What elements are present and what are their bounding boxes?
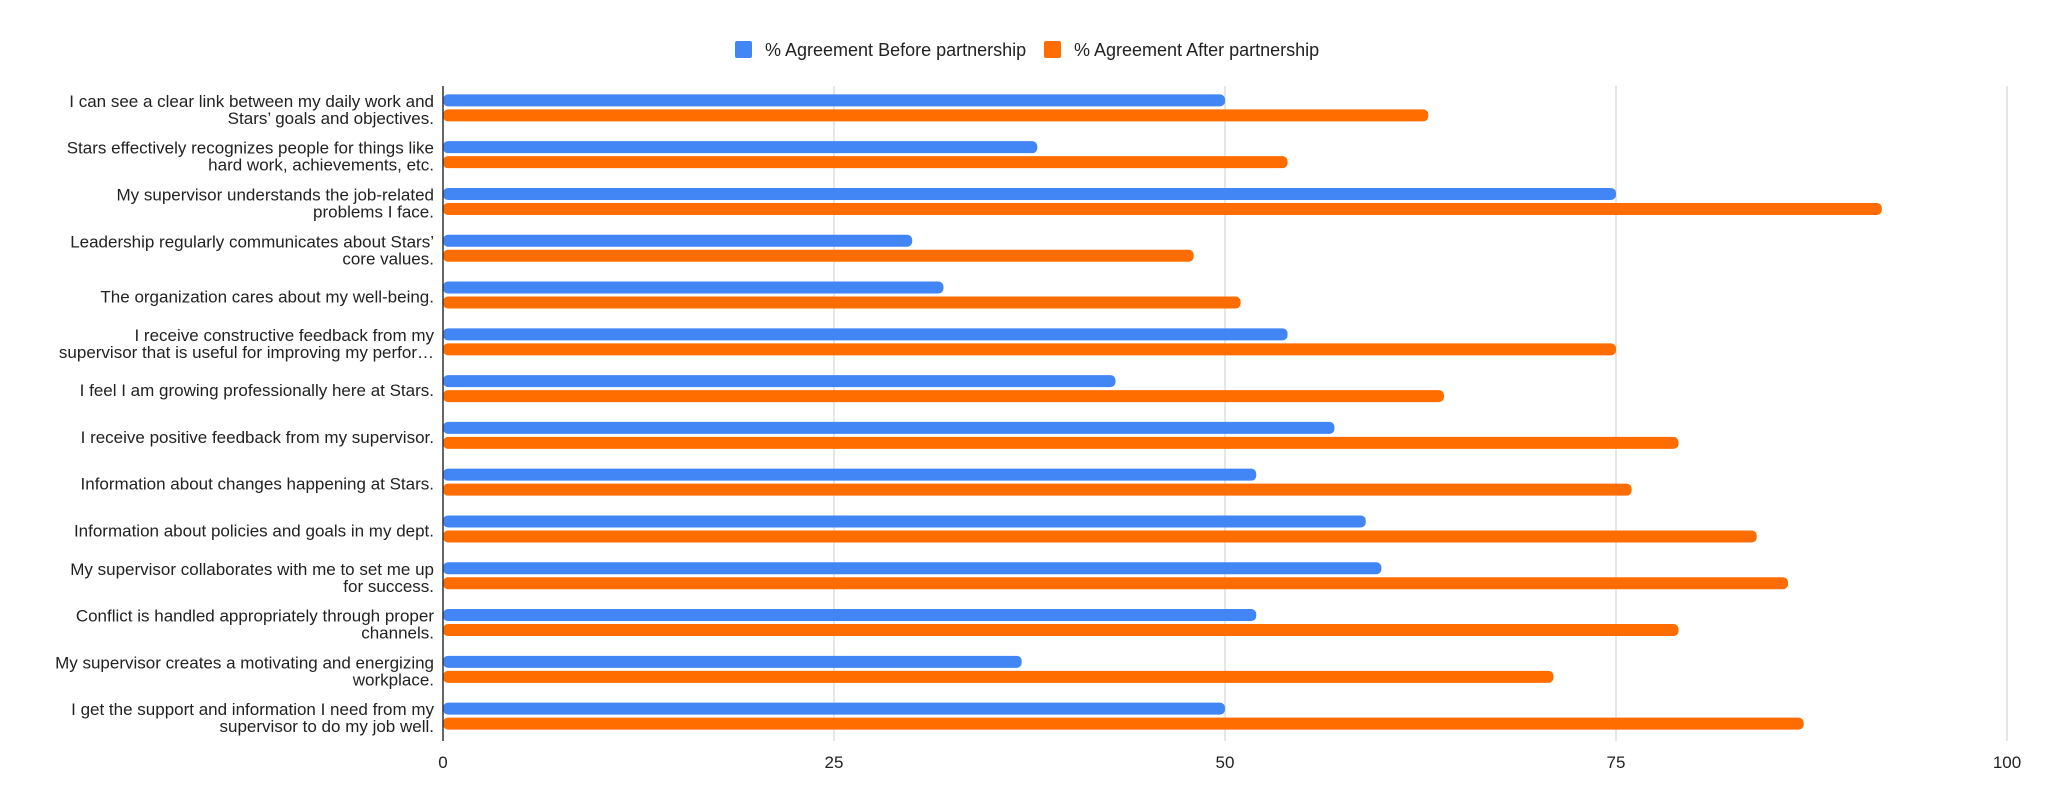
bar-before-3	[443, 187, 1616, 200]
bar-after-8	[443, 436, 1679, 449]
legend-label-before: % Agreement Before partnership	[765, 40, 1026, 60]
x-tick-label: 0	[438, 753, 447, 772]
bar-before-14	[443, 702, 1225, 715]
bar-before-1	[443, 94, 1225, 107]
category-label-3: My supervisor understands the job-relate…	[117, 185, 435, 221]
x-axis-ticks: 0 25 50 75 100	[438, 753, 2021, 772]
bar-after-10	[443, 530, 1757, 543]
bar-after-14	[443, 717, 1804, 730]
x-tick-label: 50	[1216, 753, 1235, 772]
bar-after-4	[443, 249, 1194, 262]
bar-before-8	[443, 421, 1335, 434]
category-label-12: Conflict is handled appropriately throug…	[76, 607, 435, 643]
bars	[443, 94, 1882, 730]
x-tick-label: 75	[1607, 753, 1626, 772]
legend-label-after: % Agreement After partnership	[1074, 40, 1319, 60]
bar-after-1	[443, 109, 1429, 122]
bar-after-11	[443, 577, 1789, 590]
x-tick-label: 25	[825, 753, 844, 772]
bar-before-2	[443, 141, 1038, 154]
legend-swatch-after	[1044, 41, 1061, 58]
category-label-4: Leadership regularly communicates about …	[70, 232, 434, 268]
bar-before-10	[443, 515, 1366, 528]
bar-after-6	[443, 343, 1616, 356]
bar-before-6	[443, 328, 1288, 341]
category-label-9: Information about changes happening at S…	[81, 475, 434, 494]
category-label-11: My supervisor collaborates with me to se…	[70, 560, 434, 596]
category-label-6: I receive constructive feedback from my s…	[59, 326, 435, 362]
bar-before-9	[443, 468, 1257, 481]
bar-before-4	[443, 234, 913, 247]
bar-after-5	[443, 296, 1241, 309]
category-label-14: I get the support and information I need…	[71, 700, 434, 736]
legend: % Agreement Before partnership % Agreeme…	[735, 40, 1319, 60]
category-labels: I can see a clear link between my daily …	[55, 92, 434, 736]
bar-after-9	[443, 483, 1632, 496]
bar-after-12	[443, 624, 1679, 637]
category-label-2: Stars effectively recognizes people for …	[67, 139, 434, 175]
bar-before-11	[443, 562, 1382, 575]
x-tick-label: 100	[1993, 753, 2021, 772]
category-label-8: I receive positive feedback from my supe…	[81, 428, 434, 447]
bar-before-12	[443, 609, 1257, 622]
bar-before-13	[443, 655, 1022, 668]
bar-after-3	[443, 202, 1882, 215]
bar-before-5	[443, 281, 944, 294]
bar-before-7	[443, 375, 1116, 388]
legend-swatch-before	[735, 41, 752, 58]
category-label-13: My supervisor creates a motivating and e…	[55, 653, 434, 689]
bar-after-7	[443, 390, 1444, 403]
gridlines	[833, 86, 2008, 741]
category-label-10: Information about policies and goals in …	[74, 521, 434, 540]
category-label-7: I feel I am growing professionally here …	[80, 381, 434, 400]
category-label-5: The organization cares about my well-bei…	[100, 288, 434, 307]
bar-after-13	[443, 670, 1554, 683]
bar-after-2	[443, 156, 1288, 169]
category-label-1: I can see a clear link between my daily …	[69, 92, 434, 128]
